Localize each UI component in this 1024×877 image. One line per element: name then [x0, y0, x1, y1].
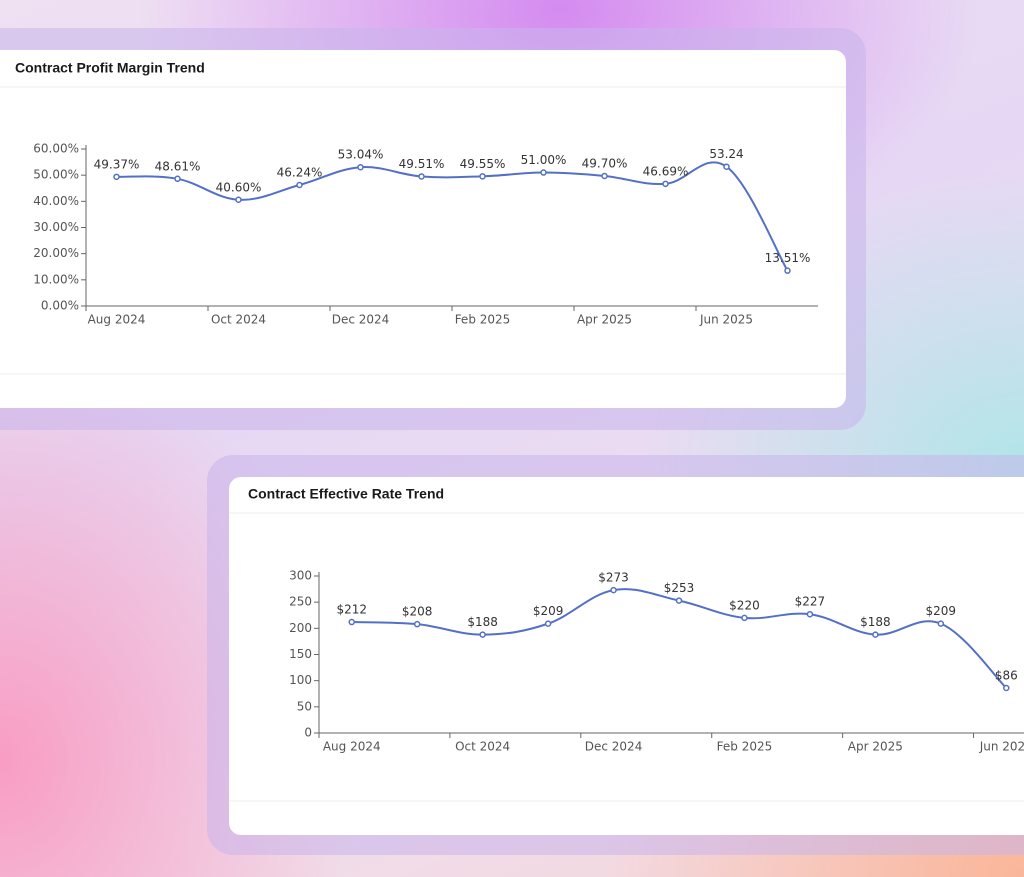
line	[351, 588, 1007, 689]
point	[479, 631, 486, 638]
data-label: 49.37%	[94, 157, 140, 171]
card	[229, 477, 1024, 835]
data-label: $227	[795, 595, 826, 609]
y-tick-label: 60.00%	[33, 142, 79, 156]
data-label: $220	[729, 598, 760, 612]
point	[675, 597, 683, 604]
x-tick-label: Feb 2025	[717, 740, 773, 754]
point	[741, 614, 748, 622]
data-label: $188	[467, 615, 498, 629]
point	[348, 618, 355, 626]
data-label: $86	[995, 668, 1018, 682]
point	[418, 173, 425, 180]
x-tick-label: Oct 2024	[211, 313, 266, 327]
point	[479, 173, 486, 180]
y-tick-label: 0	[304, 726, 312, 740]
card	[0, 50, 846, 408]
data-label: 49.70%	[582, 156, 628, 170]
x-tick-label: Feb 2025	[455, 313, 511, 327]
point	[723, 163, 730, 170]
data-label: 51.00%	[521, 153, 567, 167]
y-tick-label: 20.00%	[33, 246, 79, 260]
data-label: 53.04%	[338, 148, 384, 162]
point	[806, 610, 814, 618]
y-tick-label: 50	[297, 699, 312, 713]
point	[540, 169, 547, 176]
data-label: $273	[598, 571, 629, 585]
data-label: 48.61%	[155, 159, 201, 173]
point	[610, 586, 617, 594]
data-label: 46.69%	[643, 164, 689, 178]
x-tick-label: Apr 2025	[848, 740, 903, 754]
point	[413, 620, 421, 628]
x-tick-label: Apr 2025	[577, 313, 632, 327]
data-label: $212	[336, 603, 367, 617]
data-label: 13.51%	[765, 251, 811, 265]
x-tick-label: Jun 2025	[699, 313, 753, 327]
point	[601, 172, 608, 180]
point	[174, 175, 181, 183]
y-tick-label: 40.00%	[33, 194, 79, 208]
y-tick-label: 250	[289, 595, 312, 609]
point	[113, 173, 120, 181]
point	[296, 181, 303, 189]
point	[235, 196, 242, 204]
point	[1003, 684, 1010, 692]
data-label: 49.51%	[399, 157, 445, 171]
y-tick-label: 30.00%	[33, 220, 79, 234]
data-label: 53.24	[709, 147, 743, 161]
point	[872, 631, 879, 638]
data-label: $253	[664, 581, 695, 595]
line	[116, 161, 789, 272]
point	[784, 267, 791, 274]
data-label: $209	[926, 604, 957, 618]
data-label: 49.55%	[460, 157, 506, 171]
chart-title: Contract Profit Margin Trend	[15, 60, 205, 76]
x-tick-label: Dec 2024	[585, 740, 643, 754]
y-tick-label: 10.00%	[33, 272, 79, 286]
chart-title: Contract Effective Rate Trend	[248, 486, 444, 502]
x-tick-label: Dec 2024	[332, 313, 390, 327]
data-label: $208	[402, 605, 433, 619]
data-label: 46.24%	[277, 166, 323, 180]
x-tick-label: Oct 2024	[455, 740, 510, 754]
point	[937, 620, 945, 627]
y-tick-label: 50.00%	[33, 168, 79, 182]
data-label: $188	[860, 615, 891, 629]
data-label: 40.60%	[216, 180, 262, 194]
y-tick-label: 300	[289, 569, 312, 583]
x-tick-label: Aug 2024	[88, 313, 146, 327]
y-tick-label: 150	[289, 647, 312, 661]
data-label: $209	[533, 604, 564, 618]
point	[357, 163, 364, 171]
point	[662, 180, 669, 188]
x-tick-label: Aug 2024	[323, 740, 381, 754]
point	[544, 620, 552, 627]
y-tick-label: 0.00%	[41, 299, 79, 313]
y-tick-label: 100	[289, 673, 312, 687]
x-tick-label: Jun 2025	[979, 740, 1024, 754]
y-tick-label: 200	[289, 621, 312, 635]
